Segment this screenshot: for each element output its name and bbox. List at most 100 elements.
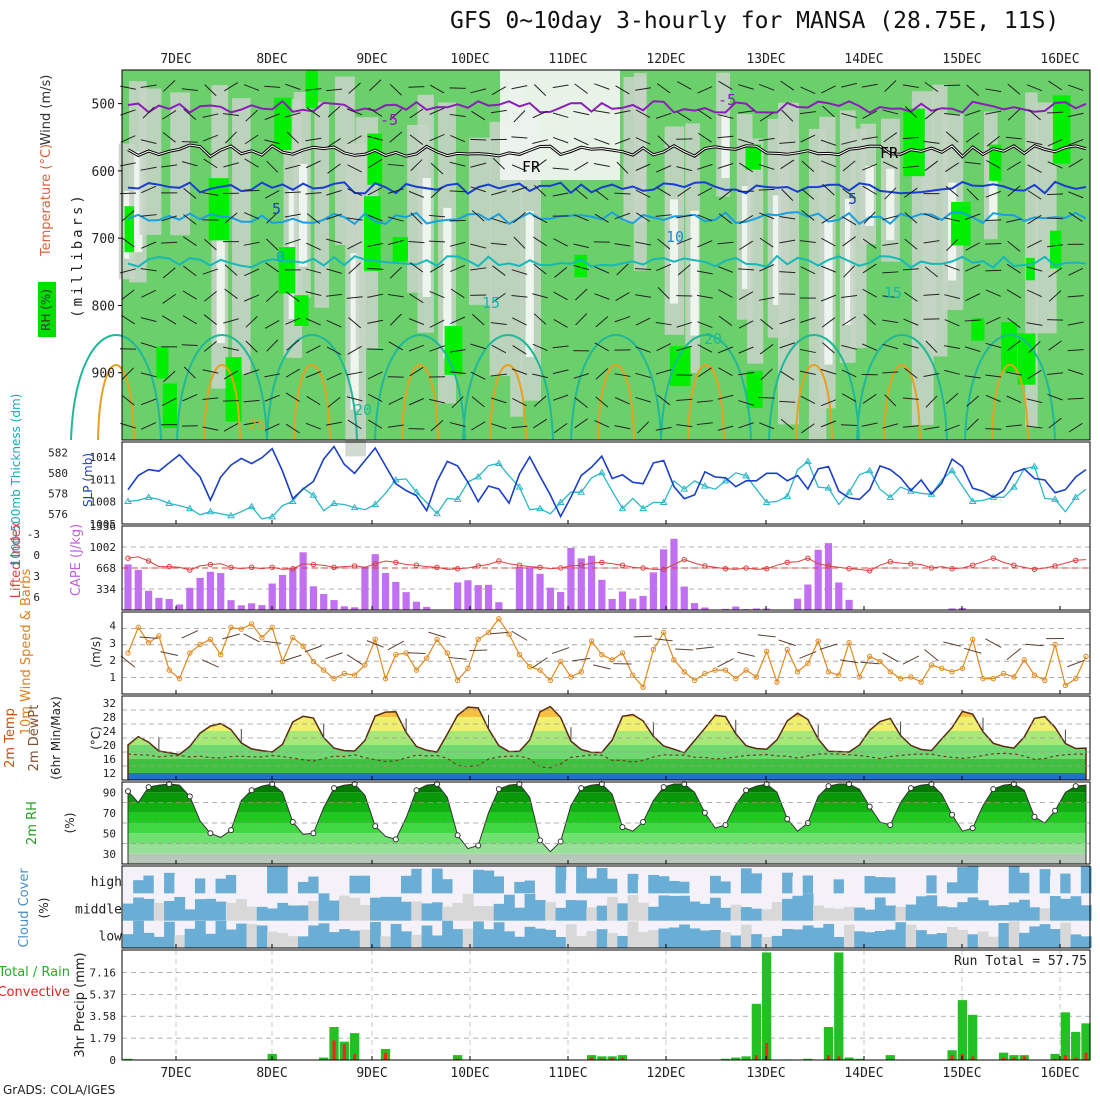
wind-barb — [594, 342, 610, 352]
cape-bar — [587, 555, 596, 610]
wind-barb — [305, 268, 322, 274]
cloud-cell — [1039, 908, 1051, 921]
wind-barb — [779, 342, 796, 349]
cloud-cell — [916, 930, 927, 948]
wind-barb — [471, 110, 486, 121]
cloud-cell — [483, 906, 495, 921]
wind-barb — [882, 271, 899, 274]
wind-barb — [409, 366, 424, 377]
wind-barb — [367, 214, 383, 222]
cloud-cell — [277, 866, 289, 894]
wind-barb — [882, 215, 899, 221]
contour-label: 15 — [482, 294, 500, 312]
wind-barb — [450, 135, 466, 143]
wind-barb — [1048, 267, 1062, 278]
cloud-cell — [328, 932, 340, 948]
cloud-cell — [370, 921, 381, 948]
wind-barb — [368, 107, 383, 117]
wind-speed-point — [228, 624, 234, 631]
wind-barb — [759, 344, 774, 355]
wind-speed-point — [939, 665, 945, 672]
wind-barb — [182, 315, 197, 325]
precip-convective-bar — [1053, 1058, 1057, 1060]
rh-point — [907, 785, 914, 792]
cloud-cell — [648, 874, 660, 894]
wind-barb — [616, 161, 629, 174]
wind-barb — [574, 188, 588, 200]
cloud-cell — [555, 936, 567, 948]
wind-barb — [265, 290, 279, 302]
wind-barb — [904, 187, 918, 198]
lifted-index-point — [269, 564, 275, 570]
rh-point — [743, 787, 750, 794]
wind-barb — [552, 112, 569, 118]
cloud-cell — [792, 876, 804, 894]
lifted-index-point — [949, 566, 955, 572]
cloud-cell — [400, 875, 412, 894]
cape-bar — [330, 600, 338, 610]
rh-dry-column — [314, 102, 330, 308]
wind-barb — [780, 159, 795, 170]
lifted-index-point — [784, 559, 790, 566]
cloud-cell — [689, 901, 701, 921]
wind-barb — [697, 86, 713, 94]
isotherm-20-hump — [570, 334, 662, 441]
wind-barb — [387, 424, 404, 428]
wind-barb — [492, 265, 506, 276]
precip-convective-bar — [332, 1040, 336, 1060]
isotherm-20-hump — [176, 334, 268, 441]
wind-barb — [924, 81, 939, 93]
lifted-index-point — [125, 555, 131, 561]
wind-barb — [697, 132, 712, 143]
wind-barb — [1026, 425, 1043, 429]
cloud-cell — [514, 907, 526, 921]
rh-moist-patch — [162, 383, 177, 429]
wind-barb — [202, 397, 219, 400]
cloud-cell — [751, 873, 763, 894]
cloud-cell — [545, 902, 556, 921]
isotherm-25-hump — [489, 364, 527, 441]
rh-very-dry-column — [216, 191, 225, 344]
wind-barb — [367, 135, 384, 141]
wind-barb — [429, 240, 446, 243]
wind-barb — [1048, 417, 1062, 429]
lifted-index-point — [454, 566, 461, 572]
wind-barb — [841, 424, 858, 426]
rh-moist-patch — [274, 97, 292, 151]
rh-point — [660, 784, 667, 791]
isotherm-25-hump — [97, 364, 135, 441]
wind-barb — [409, 293, 424, 304]
wind-speed-point — [424, 655, 430, 661]
precip-convective-bar — [826, 1055, 831, 1060]
wind-barb — [204, 84, 217, 97]
precip-tick-label: 3.58 — [90, 1010, 117, 1023]
wind-barb — [264, 190, 280, 199]
wind-barb — [552, 369, 569, 375]
precip-total-bar — [319, 1057, 329, 1060]
wind-barb — [779, 216, 796, 220]
wind-barb — [1005, 136, 1022, 140]
precip-convective-bar — [1012, 1057, 1016, 1060]
cloud-cell — [1060, 922, 1072, 948]
cloud-cell — [730, 878, 742, 894]
wind-barb — [553, 238, 568, 247]
cloud-cell — [782, 898, 793, 921]
wind-barb — [862, 185, 877, 195]
surface-wind-barb — [243, 633, 260, 643]
wind-barb — [346, 217, 363, 221]
wind-barb — [533, 84, 547, 96]
wind-barb — [656, 187, 671, 197]
cloud-cell — [926, 934, 938, 948]
cloud-cell — [751, 934, 763, 948]
cloud-cell — [1070, 934, 1082, 948]
pressure-tick-label: 900 — [92, 367, 115, 382]
cape-bar — [165, 598, 173, 610]
lifted-index-point — [660, 566, 667, 573]
precip-total-legend: Total / Rain — [0, 965, 70, 980]
cloud-cell — [421, 903, 433, 921]
surface-wind-barb — [799, 651, 817, 659]
cloud-cell — [885, 905, 896, 921]
rh-band — [128, 812, 1086, 823]
precip-tick-label: 5.37 — [90, 988, 117, 1001]
wind-barb — [595, 316, 609, 328]
